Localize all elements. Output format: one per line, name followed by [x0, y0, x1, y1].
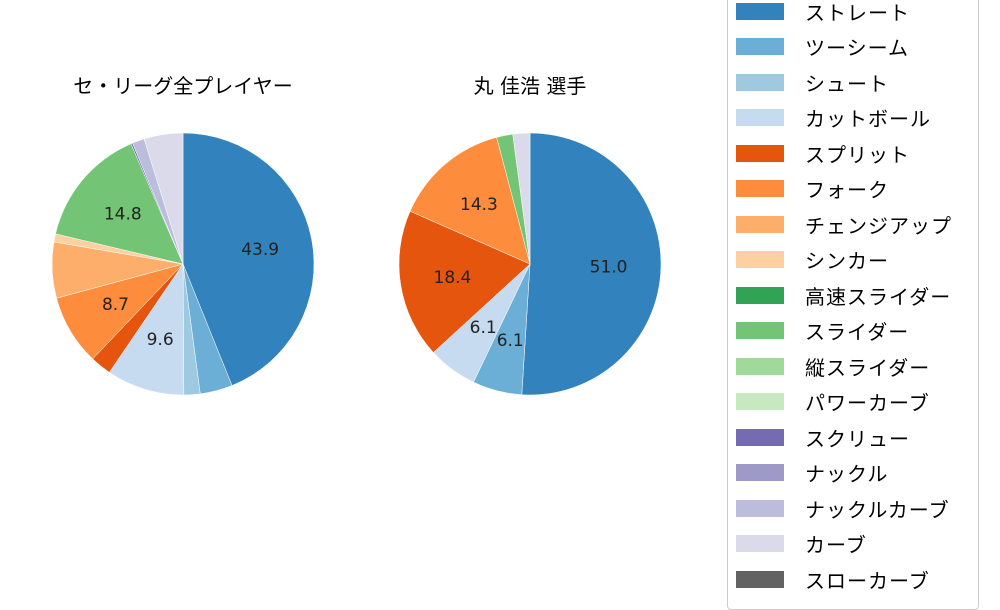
legend-label: スクリュー — [805, 426, 910, 451]
legend-label: 縦スライダー — [805, 355, 931, 380]
legend-item: カットボール — [736, 106, 931, 131]
legend-item: カーブ — [736, 532, 867, 557]
pie-slice — [109, 263, 185, 396]
legend-label: 高速スライダー — [805, 284, 952, 309]
legend-swatch — [736, 570, 784, 588]
legend-item: ストレート — [736, 0, 910, 25]
legend-swatch — [736, 215, 784, 233]
player-pie: 51.0 6.16.1 18.4 14.3 — [398, 132, 662, 396]
pie-slice — [512, 132, 531, 265]
legend-swatch — [736, 286, 784, 304]
legend-label: カットボール — [805, 107, 931, 131]
legend-swatch — [736, 322, 784, 339]
slice-percent-label: 8.7 — [102, 295, 129, 315]
legend-swatch — [736, 38, 784, 55]
legend-swatch — [736, 144, 784, 162]
left-chart-title: セ・リーグ全プレイヤー — [73, 74, 293, 98]
legend-item: フォーク — [736, 177, 889, 202]
legend-item: シュート — [736, 70, 889, 96]
legend-item: パワーカーブ — [736, 390, 930, 415]
legend-item: ツーシーム — [736, 35, 909, 60]
legend-item: スプリット — [736, 141, 910, 167]
right-chart-title: 丸 佳浩 選手 — [473, 74, 587, 98]
slice-percent-label: 14.8 — [104, 205, 142, 225]
legend-label: チェンジアップ — [805, 213, 952, 238]
pie-slice — [55, 143, 184, 265]
slice-percent-label: 6.1 — [497, 331, 524, 351]
legend-swatch — [736, 73, 784, 91]
pie-slice — [398, 210, 531, 353]
legend-item: 高速スライダー — [736, 283, 952, 309]
pie-slice — [521, 132, 662, 396]
slice-percent-label: 14.3 — [460, 195, 498, 215]
legend-label: シュート — [805, 71, 889, 96]
slice-percent-label: 6.1 — [470, 318, 497, 338]
legend-label: フォーク — [805, 178, 889, 202]
legend-item: ナックルカーブ — [736, 496, 950, 522]
legend-label: スライダー — [805, 320, 910, 344]
legend-label: ストレート — [805, 0, 910, 25]
legend-item: スローカーブ — [736, 567, 930, 593]
legend-label: ナックル — [805, 462, 889, 486]
legend-swatch — [736, 180, 784, 197]
legend-swatch — [736, 464, 784, 481]
legend-swatch — [736, 357, 784, 375]
legend-label: カーブ — [805, 533, 867, 557]
legend-item: スクリュー — [736, 425, 910, 451]
legend-label: スローカーブ — [805, 568, 930, 593]
slice-percent-label: 9.6 — [147, 330, 174, 350]
slice-percent-label: 43.9 — [241, 240, 279, 260]
legend: ストレートツーシームシュートカットボール スプリットフォークチェンジアップ シンカー… — [727, 0, 979, 610]
legend-swatch — [736, 499, 784, 517]
pie-slice — [182, 132, 315, 386]
pie-slice — [143, 132, 184, 265]
legend-item: スライダー — [736, 319, 910, 344]
legend-label: ツーシーム — [805, 36, 909, 60]
legend-label: シンカー — [805, 249, 889, 273]
slice-percent-label: 51.0 — [590, 257, 628, 277]
legend-swatch — [736, 393, 784, 410]
legend-item: シンカー — [736, 248, 889, 273]
legend-label: スプリット — [805, 142, 910, 167]
legend-swatch — [736, 2, 784, 20]
legend-swatch — [736, 535, 784, 552]
legend-swatch — [736, 428, 784, 446]
legend-label: パワーカーブ — [805, 391, 930, 415]
legend-item: チェンジアップ — [736, 212, 952, 238]
legend-item: 縦スライダー — [736, 354, 931, 380]
legend-label: ナックルカーブ — [805, 497, 950, 522]
slice-percent-label: 18.4 — [434, 268, 472, 288]
legend-item: ナックル — [736, 461, 889, 486]
legend-swatch — [736, 109, 784, 126]
pie-slice — [409, 137, 531, 265]
legend-swatch — [736, 251, 784, 268]
league-pie: 43.9 9.6 8.7 14.8 — [51, 132, 315, 396]
